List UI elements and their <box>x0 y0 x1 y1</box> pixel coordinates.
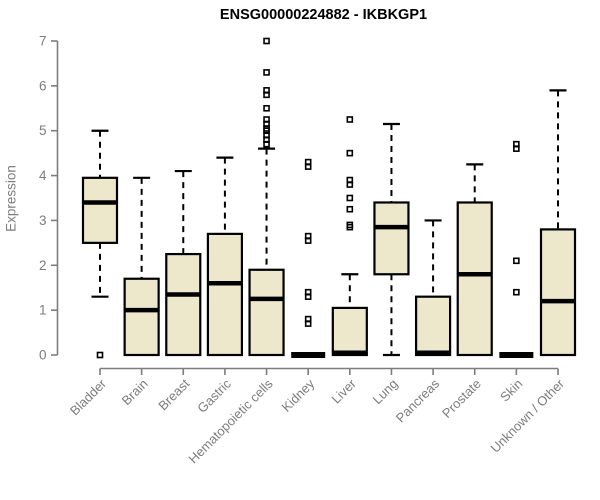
y-tick-label: 3 <box>39 213 47 228</box>
outlier-point <box>346 149 354 157</box>
box-prostate <box>456 201 493 357</box>
x-tick-label: Unknown / Other <box>488 376 568 456</box>
box-liver <box>331 306 368 357</box>
outlier-point <box>346 194 354 202</box>
y-tick-label: 1 <box>39 303 47 318</box>
x-tick-label: Prostate <box>439 376 484 421</box>
outlier-point <box>263 69 270 76</box>
box-breast <box>165 252 202 357</box>
x-tick-label: Gastric <box>194 376 234 416</box>
outlier-point <box>346 116 354 123</box>
box-lung <box>373 201 410 276</box>
outlier-point <box>96 351 104 359</box>
outlier-point <box>346 205 354 213</box>
x-tick-label: Bladder <box>67 376 110 419</box>
y-tick-label: 6 <box>39 78 47 93</box>
x-tick-label: Kidney <box>279 376 318 415</box>
x-tick-label: Liver <box>328 376 359 407</box>
outlier-point <box>513 140 520 148</box>
outlier-point <box>304 158 312 166</box>
outlier-point <box>513 257 520 265</box>
outlier-point <box>346 176 354 184</box>
box-hematopoietic-cells <box>248 268 285 357</box>
box-gastric <box>206 232 244 357</box>
outlier-point <box>304 232 312 240</box>
outlier-point <box>513 288 520 296</box>
box-pancreas <box>414 295 452 357</box>
outlier-point <box>304 288 312 296</box>
x-tick-label: Breast <box>155 376 192 413</box>
y-tick-label: 7 <box>39 34 47 49</box>
box-brain <box>123 277 160 357</box>
box-unknown-other <box>539 228 577 357</box>
y-tick-label: 2 <box>39 258 47 273</box>
x-tick-label: Lung <box>370 376 401 407</box>
outlier-point <box>263 104 270 112</box>
y-tick-label: 0 <box>39 348 47 363</box>
outlier-point <box>346 221 354 229</box>
outlier-point <box>304 315 312 323</box>
x-tick-label: Pancreas <box>393 376 443 426</box>
outlier-point <box>263 37 270 45</box>
outlier-point <box>263 116 270 123</box>
chart-title: ENSG00000224882 - IKBKGP1 <box>219 7 428 23</box>
x-tick-label: Brain <box>119 376 151 408</box>
outlier-point <box>263 87 270 94</box>
x-tick-label: Skin <box>497 376 525 404</box>
y-tick-label: 5 <box>39 123 47 138</box>
y-tick-label: 4 <box>39 168 47 183</box>
box-bladder <box>81 176 119 244</box>
